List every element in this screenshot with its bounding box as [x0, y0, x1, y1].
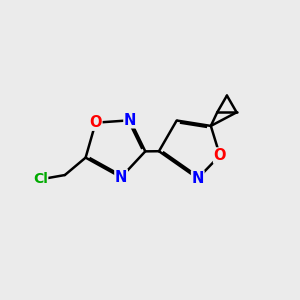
Text: N: N: [115, 170, 127, 185]
Text: N: N: [124, 113, 136, 128]
Text: O: O: [89, 115, 102, 130]
Text: N: N: [192, 171, 204, 186]
Text: Cl: Cl: [33, 172, 48, 186]
Text: O: O: [214, 148, 226, 163]
